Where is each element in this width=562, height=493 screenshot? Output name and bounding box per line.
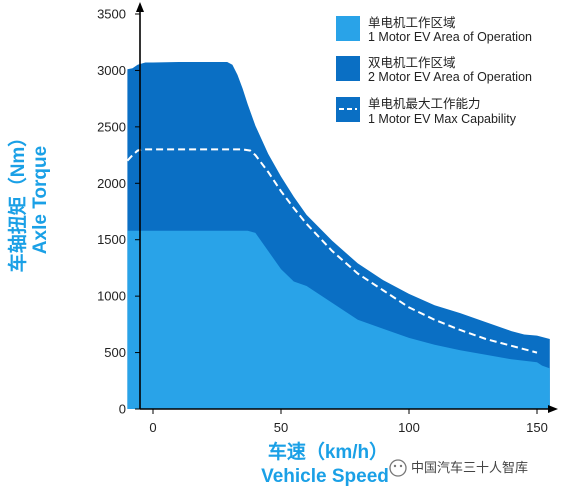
wechat-icon — [389, 459, 407, 477]
wechat-icon-eye-right — [399, 464, 403, 468]
y-tick-label: 1000 — [97, 289, 126, 304]
x-tick-label: 100 — [398, 420, 420, 435]
legend-label-max-capability-cn: 单电机最大工作能力 — [368, 97, 481, 111]
wechat-icon-eye-left — [393, 464, 397, 468]
legend-swatch-dual-motor-area — [336, 56, 360, 81]
y-axis-title-en: Axle Torque — [30, 146, 51, 254]
x-tick-label: 0 — [149, 420, 156, 435]
legend-label-single-motor-area-en: 1 Motor EV Area of Operation — [368, 30, 532, 44]
y-axis-title-cn: 车轴扭矩（Nm） — [6, 128, 29, 273]
watermark-text: 中国汽车三十人智库 — [411, 460, 528, 475]
y-tick-label: 2500 — [97, 119, 126, 134]
y-tick-label: 500 — [104, 345, 126, 360]
y-tick-label: 0 — [119, 402, 126, 417]
y-axis-title: 车轴扭矩（Nm） Axle Torque — [6, 128, 51, 273]
legend: 单电机工作区域 1 Motor EV Area of Operation 双电机… — [336, 16, 532, 126]
legend-label-single-motor-area-cn: 单电机工作区域 — [368, 16, 456, 30]
axes — [136, 2, 558, 413]
y-tick-label: 3500 — [97, 7, 126, 22]
max-capability-dashed-line — [126, 148, 538, 354]
x-ticks: 0 50 100 150 — [149, 409, 548, 435]
single-motor-area — [127, 230, 550, 409]
watermark: 中国汽车三十人智库 — [389, 459, 528, 477]
legend-label-dual-motor-area-cn: 双电机工作区域 — [368, 56, 456, 70]
x-axis-arrow — [548, 405, 558, 413]
y-tick-label: 1500 — [97, 232, 126, 247]
x-axis-title: 车速（km/h） Vehicle Speed — [261, 440, 389, 487]
y-tick-label: 2000 — [97, 176, 126, 191]
legend-label-max-capability-en: 1 Motor EV Max Capability — [368, 112, 517, 126]
y-axis-arrow — [136, 2, 144, 12]
y-tick-label: 3000 — [97, 63, 126, 78]
x-axis-title-en: Vehicle Speed — [261, 466, 389, 487]
chart-areas — [126, 62, 550, 409]
x-axis-title-cn: 车速（km/h） — [268, 440, 388, 463]
y-ticks: 0 500 1000 1500 2000 2500 3000 3500 — [97, 7, 140, 417]
x-tick-label: 50 — [274, 420, 288, 435]
legend-label-dual-motor-area-en: 2 Motor EV Area of Operation — [368, 70, 532, 84]
x-tick-label: 150 — [526, 420, 548, 435]
legend-swatch-single-motor-area — [336, 16, 360, 41]
